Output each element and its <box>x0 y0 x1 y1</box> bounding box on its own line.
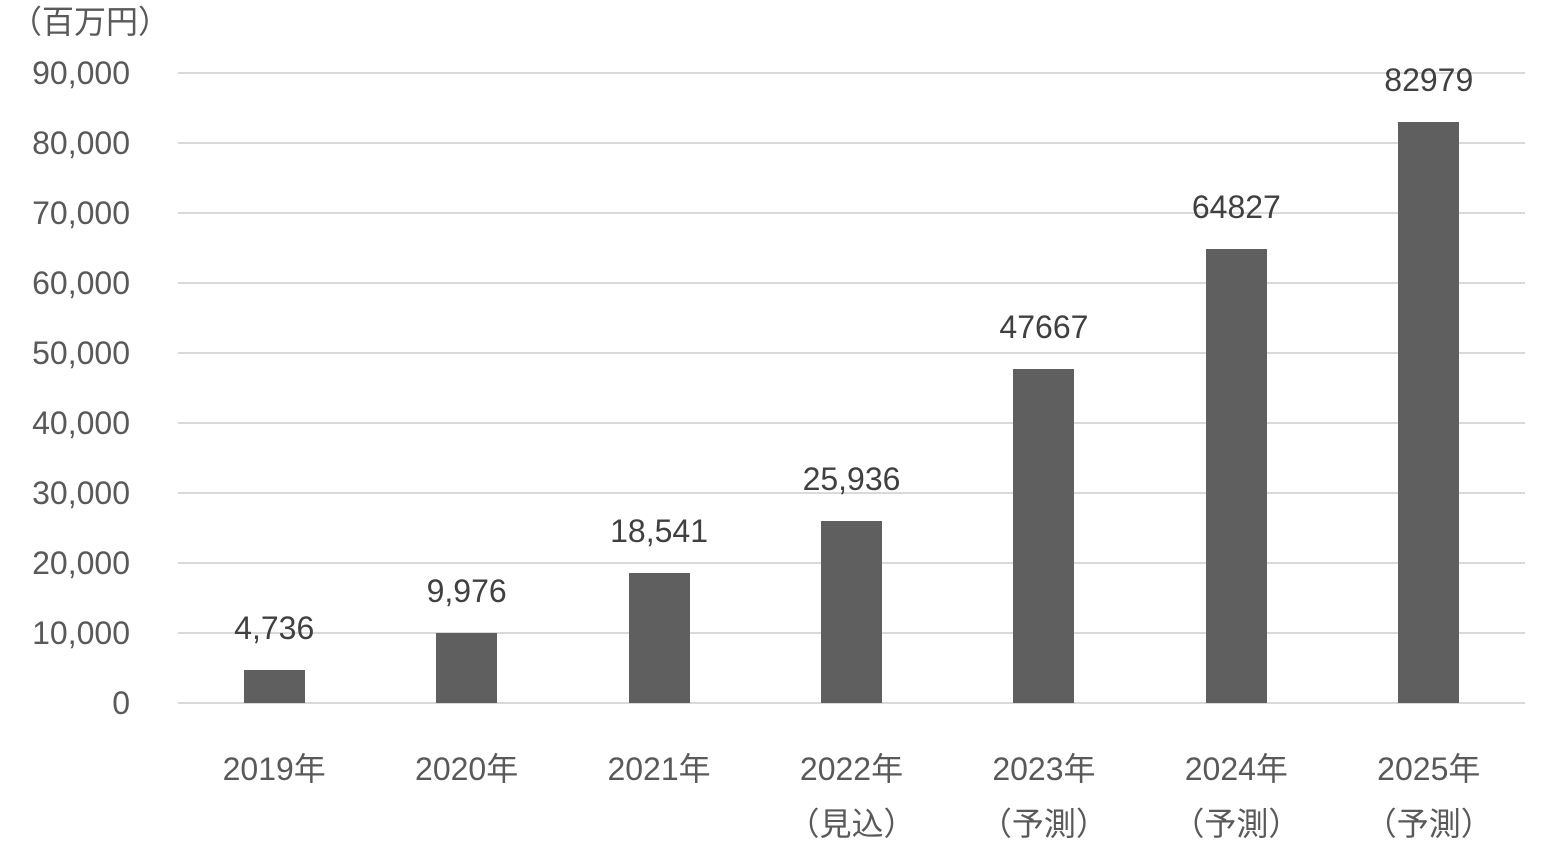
category-year: 2023年 <box>992 751 1096 787</box>
category-year: 2022年 <box>799 751 904 787</box>
gridline <box>178 142 1525 144</box>
bar <box>243 669 305 703</box>
y-axis-tick-label: 50,000 <box>32 335 130 371</box>
bar <box>1398 122 1460 703</box>
gridline <box>178 422 1525 424</box>
y-axis-tick-label: 40,000 <box>32 405 130 441</box>
bar <box>628 573 690 703</box>
category-year: 2021年 <box>607 751 711 787</box>
category-note: （予測） <box>979 806 1108 842</box>
bar <box>1205 249 1267 703</box>
y-axis-tick-label: 90,000 <box>32 55 130 91</box>
y-axis-tick-label: 20,000 <box>32 545 130 581</box>
bar-value-label: 18,541 <box>610 513 708 550</box>
x-axis-category-label: 2020年 <box>347 742 587 797</box>
x-axis-category-label: 2025年 （予測） <box>1309 742 1549 852</box>
category-year: 2020年 <box>415 751 519 787</box>
category-year: 2019年 <box>222 751 326 787</box>
gridline <box>178 702 1525 704</box>
axis-unit-label: （百万円） <box>10 4 171 40</box>
gridline <box>178 282 1525 284</box>
bar <box>821 521 882 703</box>
bar-value-label: 25,936 <box>802 461 901 498</box>
y-axis-tick-label: 10,000 <box>32 615 130 651</box>
bar-value-label: 82979 <box>1384 62 1474 99</box>
bar <box>436 633 498 703</box>
bar-value-label: 4,736 <box>234 609 315 646</box>
bar-value-label: 47667 <box>999 309 1089 346</box>
category-year: 2024年 <box>1184 751 1288 787</box>
x-axis-category-label: 2019年 <box>154 742 394 797</box>
bar-value-label: 9,976 <box>426 573 507 610</box>
gridline <box>178 72 1525 74</box>
y-axis-tick-label: 70,000 <box>32 195 130 231</box>
x-axis-category-label: 2022年 （見込） <box>732 742 972 852</box>
gridline <box>178 492 1525 494</box>
x-axis-category-label: 2023年 （予測） <box>924 742 1164 852</box>
y-axis-tick-label: 30,000 <box>32 475 130 511</box>
x-axis-category-label: 2021年 <box>539 742 779 797</box>
x-axis-category-label: 2024年 （予測） <box>1116 742 1356 852</box>
category-note: （見込） <box>787 806 916 842</box>
category-note: （予測） <box>1364 806 1493 842</box>
gridline <box>178 352 1525 354</box>
category-note: （予測） <box>1172 806 1301 842</box>
y-axis-tick-label: 0 <box>112 685 130 721</box>
y-axis-tick-label: 60,000 <box>32 265 130 301</box>
category-year: 2025年 <box>1377 751 1481 787</box>
gridline <box>178 212 1525 214</box>
bar-value-label: 64827 <box>1191 189 1281 226</box>
y-axis-tick-label: 80,000 <box>32 125 130 161</box>
bar <box>1013 369 1075 703</box>
